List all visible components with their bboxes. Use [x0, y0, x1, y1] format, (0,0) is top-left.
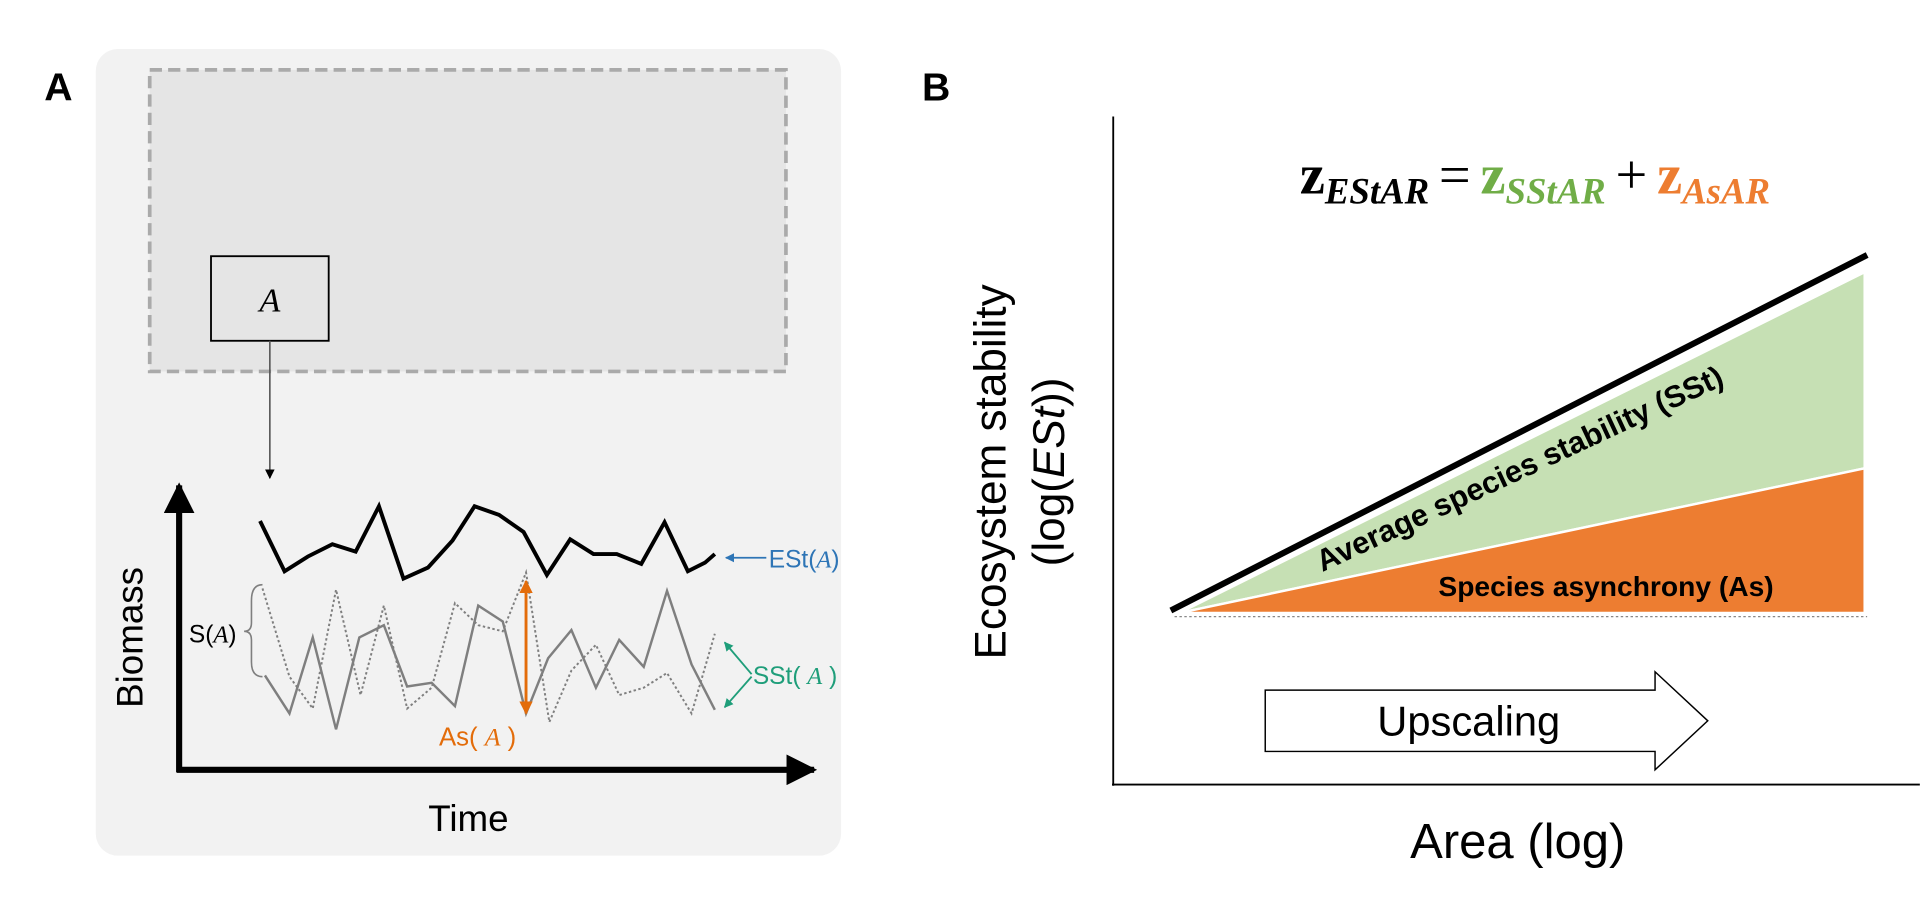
x-axis-label: Area (log)	[1410, 815, 1625, 869]
x-axis-label: Time	[428, 798, 508, 839]
species-2-biomass-line	[261, 568, 716, 726]
y-axis-label: Biomass	[109, 567, 150, 708]
panel-a: A A Biomass Time ESt(A) S(A) As( A ) SSt…	[44, 49, 842, 856]
species-brace	[244, 583, 263, 678]
upscaling-arrow	[1264, 670, 1709, 772]
ecosystem-biomass-line	[258, 501, 717, 582]
species-label: S(A)	[189, 621, 237, 648]
species-1-biomass-line	[263, 586, 716, 730]
panel-b-label: B	[922, 66, 950, 110]
panel-b: B Ecosystem stability (log(ESt)) zEStAR =…	[922, 66, 1920, 869]
asynchrony-label: As( A )	[439, 722, 516, 751]
panel-a-label: A	[44, 66, 72, 110]
upscaling-label: Upscaling	[1377, 698, 1560, 745]
y-axis-label-line1: Ecosystem stability	[966, 284, 1015, 659]
asynchrony-band	[1179, 466, 1866, 615]
species-stability-arrow-up	[723, 641, 753, 675]
species-stability-arrow-down	[723, 676, 753, 709]
species-stability-label: SSt( A )	[753, 663, 837, 690]
asynchrony-band-label: Species asynchrony (As)	[1438, 570, 1773, 602]
equation: zEStAR = zSStAR + zAsAR	[1300, 145, 1770, 212]
subarea-label: A	[257, 281, 281, 319]
y-axis-label-line2: (log(ESt))	[1025, 378, 1074, 567]
ecosystem-stability-label: ESt(A)	[769, 547, 840, 574]
ecosystem-stability-line	[1169, 252, 1869, 614]
subarea-box	[210, 255, 330, 342]
